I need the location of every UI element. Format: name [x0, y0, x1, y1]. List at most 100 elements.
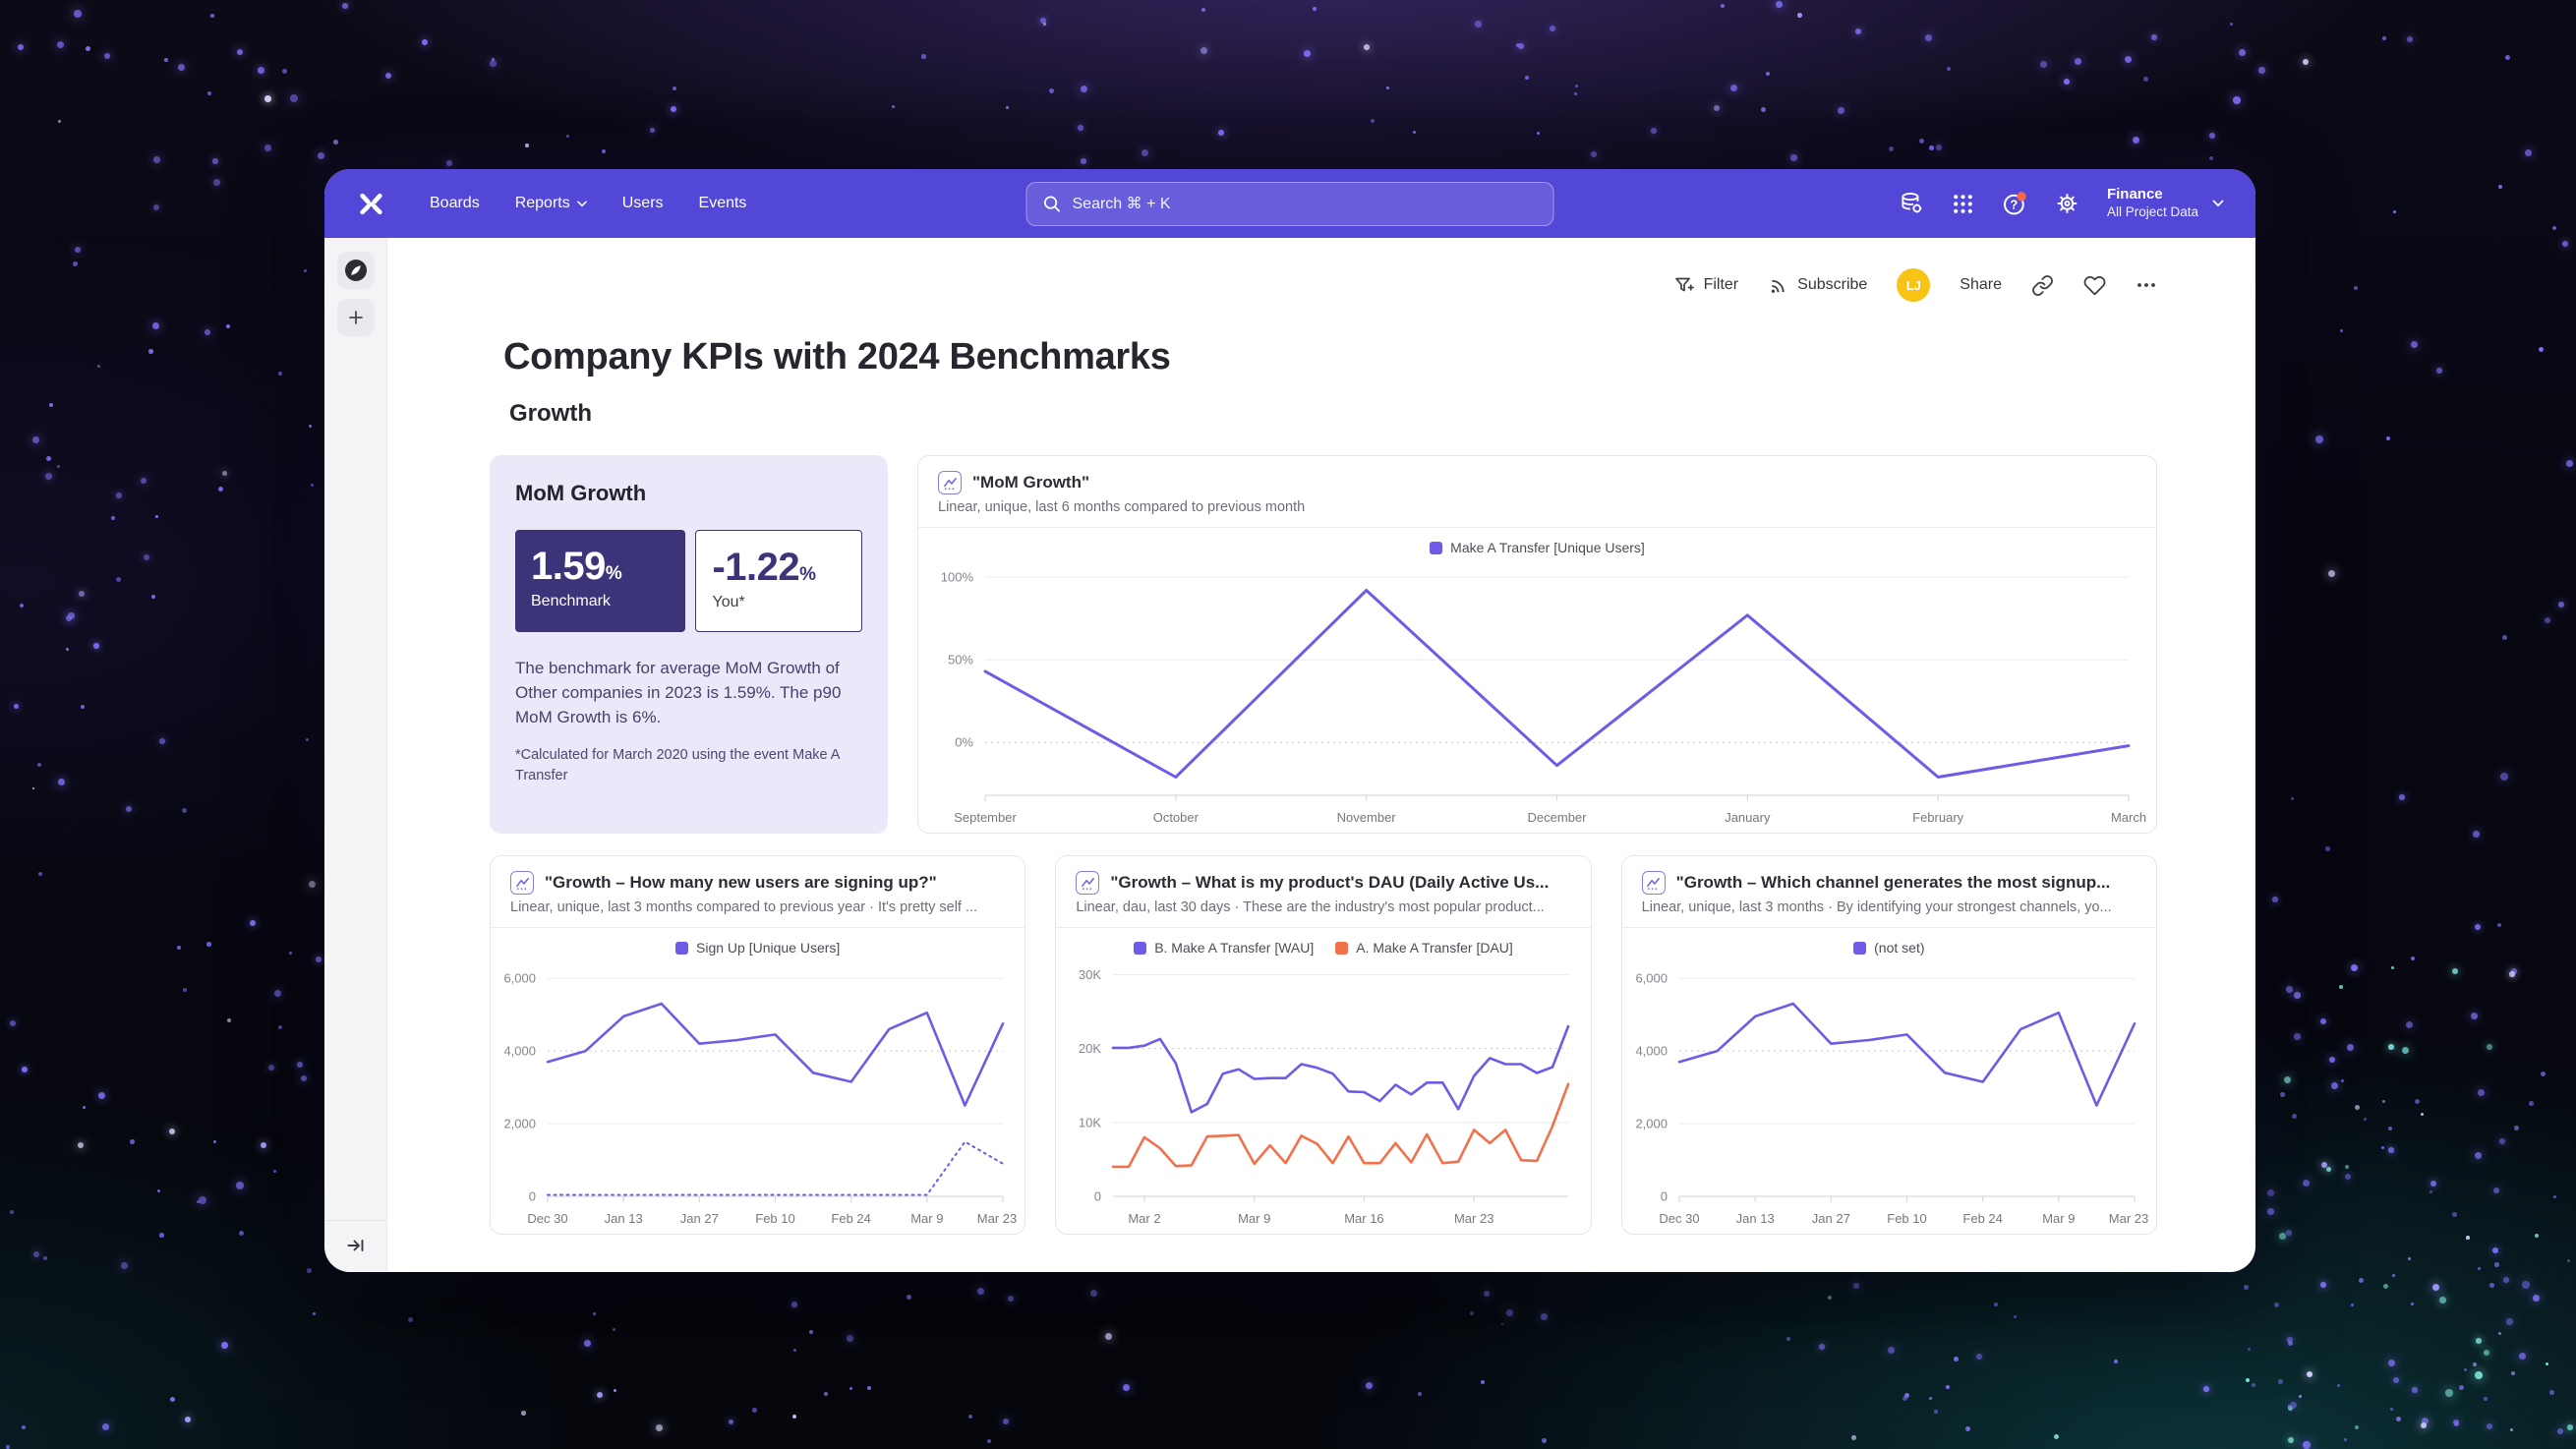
svg-text:6,000: 6,000	[503, 971, 536, 986]
svg-text:Mar 23: Mar 23	[2108, 1211, 2147, 1226]
favorite-button[interactable]	[2083, 274, 2106, 297]
chevron-down-icon	[576, 200, 587, 206]
svg-text:October: October	[1153, 810, 1200, 825]
link-icon	[2032, 274, 2053, 296]
filter-label: Filter	[1703, 276, 1739, 293]
share-button[interactable]: Share	[1960, 276, 2002, 294]
project-scope: All Project Data	[2106, 203, 2198, 219]
legend-swatch	[1134, 941, 1147, 955]
chart-title: "Growth – What is my product's DAU (Dail…	[1110, 873, 1550, 892]
you-value: -1.22	[712, 546, 800, 589]
svg-text:Jan 13: Jan 13	[1735, 1211, 1774, 1226]
avatar[interactable]: LJ	[1897, 268, 1931, 302]
nav-item-label: Users	[621, 195, 664, 211]
dau-line-chart[interactable]: 30K 20K 10K 0 Mar 2 Mar 9 Mar 16 Mar 23	[1056, 956, 1590, 1234]
search-input[interactable]: Search ⌘ + K	[1025, 181, 1554, 226]
line-chart-icon	[938, 471, 962, 494]
chart-card-channels[interactable]: "Growth – Which channel generates the mo…	[1620, 855, 2157, 1235]
svg-text:0%: 0%	[955, 735, 973, 750]
line-chart-icon	[510, 871, 534, 895]
chart-card-signups[interactable]: "Growth – How many new users are signing…	[490, 855, 1026, 1235]
nav-item-reports[interactable]: Reports	[515, 195, 587, 212]
rail-footer	[324, 1220, 386, 1272]
chart-header: "Growth – What is my product's DAU (Dail…	[1056, 856, 1591, 928]
data-management-icon[interactable]	[1899, 191, 1924, 216]
arrow-to-bar-icon	[347, 1240, 363, 1251]
add-board-button[interactable]	[336, 299, 375, 336]
chart-legend: Make A Transfer [Unique Users]	[918, 540, 2156, 555]
avatar-initials: LJ	[1905, 277, 1921, 293]
settings-gear-icon[interactable]	[2055, 191, 2080, 216]
svg-text:0: 0	[1094, 1189, 1101, 1204]
expand-sidebar-button[interactable]	[345, 1235, 367, 1256]
share-label: Share	[1960, 276, 2002, 293]
svg-text:2,000: 2,000	[1635, 1117, 1668, 1131]
more-options-button[interactable]	[2136, 274, 2157, 296]
nav-item-label: Events	[698, 195, 747, 211]
svg-text:December: December	[1528, 810, 1588, 825]
current-board-button[interactable]	[336, 252, 375, 289]
svg-text:50%: 50%	[948, 653, 973, 667]
svg-text:Mar 9: Mar 9	[910, 1211, 943, 1226]
chart-title: "Growth – Which channel generates the mo…	[1675, 873, 2111, 892]
legend-label: Sign Up [Unique Users]	[696, 940, 841, 956]
svg-text:30K: 30K	[1079, 967, 1101, 982]
chart-legend: B. Make A Transfer [WAU] A. Make A Trans…	[1056, 940, 1590, 956]
mixpanel-logo[interactable]	[358, 191, 384, 217]
svg-text:10K: 10K	[1079, 1115, 1101, 1130]
heart-icon	[2083, 275, 2106, 295]
benchmark-card[interactable]: MoM Growth 1.59% Benchmark -1.22% You* T…	[490, 455, 888, 834]
legend-swatch	[1335, 941, 1349, 955]
chart-title: "MoM Growth"	[972, 473, 1090, 492]
chevron-down-icon	[2212, 200, 2224, 207]
svg-text:100%: 100%	[941, 570, 974, 585]
you-suffix: %	[799, 564, 817, 585]
subscribe-label: Subscribe	[1797, 276, 1868, 293]
signups-line-chart[interactable]: 6,000 4,000 2,000 0 Dec 30 Jan 13 Jan 27 Feb 10…	[491, 956, 1025, 1234]
filter-icon	[1674, 277, 1694, 292]
chart-subtitle: Linear, unique, last 6 months compared t…	[938, 499, 1306, 515]
subscribe-button[interactable]: Subscribe	[1768, 275, 1867, 296]
line-chart-icon	[1641, 871, 1666, 895]
benchmark-description: The benchmark for average MoM Growth of …	[515, 659, 842, 727]
section-title: Growth	[509, 400, 592, 427]
chart-card-mom-growth[interactable]: "MoM Growth" Linear, unique, last 6 mont…	[917, 455, 2157, 834]
project-name: Finance	[2106, 186, 2163, 203]
svg-text:4,000: 4,000	[1635, 1044, 1668, 1059]
nav-item-boards[interactable]: Boards	[430, 195, 480, 212]
chart-card-dau[interactable]: "Growth – What is my product's DAU (Dail…	[1055, 855, 1592, 1235]
svg-text:Jan 27: Jan 27	[680, 1211, 719, 1226]
legend-swatch	[675, 941, 689, 955]
chart-subtitle: Linear, unique, last 3 months compared t…	[510, 899, 978, 915]
benchmark-suffix: %	[605, 563, 622, 584]
chart-header: "MoM Growth" Linear, unique, last 6 mont…	[918, 456, 2156, 528]
svg-text:Dec 30: Dec 30	[527, 1211, 567, 1226]
nav-item-users[interactable]: Users	[622, 195, 664, 212]
mom-growth-line-chart[interactable]: 100% 50% 0% September October November Decembe…	[918, 555, 2156, 833]
project-switcher[interactable]: Finance All Project Data	[2107, 186, 2224, 221]
plus-icon	[348, 311, 363, 324]
legend-swatch	[1853, 941, 1867, 955]
svg-text:Mar 9: Mar 9	[1238, 1211, 1270, 1226]
svg-text:0: 0	[1660, 1189, 1667, 1204]
filter-button[interactable]: Filter	[1673, 274, 1739, 296]
svg-text:0: 0	[529, 1189, 536, 1204]
nav-item-events[interactable]: Events	[699, 195, 747, 212]
copy-link-button[interactable]	[2031, 274, 2054, 297]
svg-text:Feb 24: Feb 24	[1962, 1211, 2002, 1226]
channels-line-chart[interactable]: 6,000 4,000 2,000 0 Dec 30 Jan 13 Jan 27 Feb 10…	[1622, 956, 2156, 1234]
chart-header: "Growth – Which channel generates the mo…	[1621, 856, 2156, 928]
board-content: Filter Subscribe LJ Share	[387, 238, 2255, 1272]
svg-text:6,000: 6,000	[1635, 971, 1668, 986]
chart-legend: (not set)	[1622, 940, 2156, 956]
nav-item-label: Reports	[514, 195, 570, 211]
svg-text:March: March	[2111, 810, 2146, 825]
app-window: Boards Reports Users Events Search ⌘ + K	[324, 169, 2255, 1272]
svg-text:?: ?	[2010, 197, 2018, 211]
notification-badge	[2017, 191, 2026, 202]
benchmark-value: 1.59	[531, 545, 606, 588]
help-icon[interactable]: ?	[2002, 191, 2028, 217]
apps-grid-icon[interactable]	[1951, 192, 1975, 216]
top-nav: Boards Reports Users Events Search ⌘ + K	[324, 169, 2255, 238]
chart-legend: Sign Up [Unique Users]	[491, 940, 1025, 956]
